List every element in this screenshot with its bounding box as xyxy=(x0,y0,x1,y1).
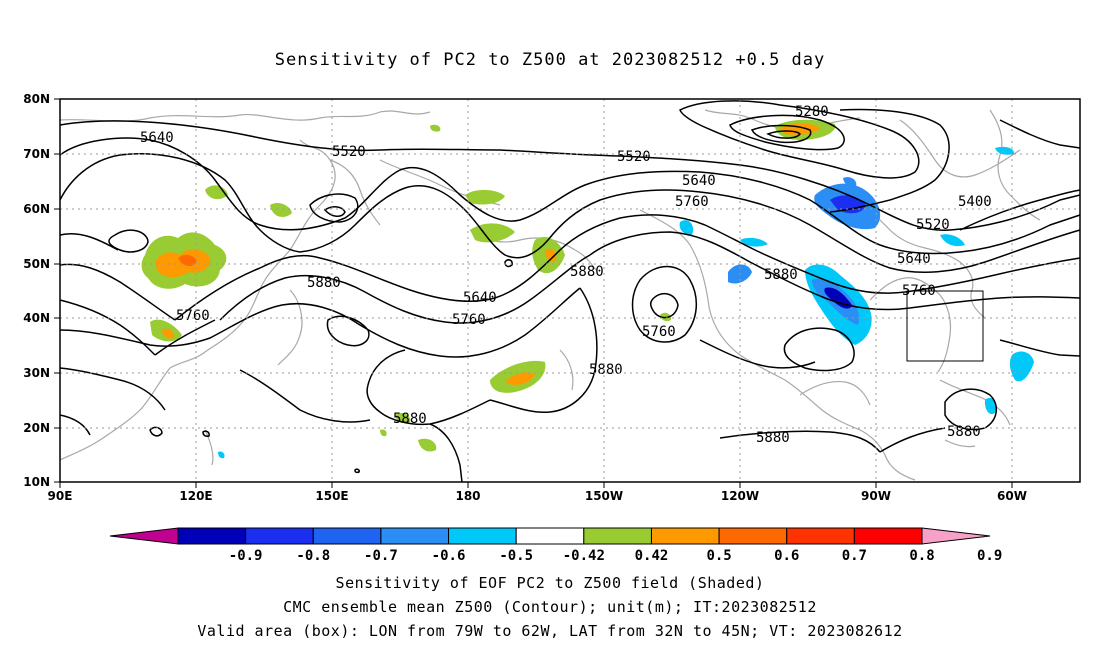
contour-label: 5640 xyxy=(463,290,497,306)
colorbar-label: 0.42 xyxy=(635,548,669,564)
contour-label: 5520 xyxy=(332,144,366,160)
contour-label: 5520 xyxy=(916,217,950,233)
colorbar-extend-high xyxy=(921,527,991,545)
colorbar-segment xyxy=(583,527,652,545)
lat-tick-label: 10N xyxy=(23,475,50,489)
colorbar-segment xyxy=(718,527,788,545)
colorbar-extend-low xyxy=(109,527,179,545)
contour-label: 5880 xyxy=(947,424,981,440)
positive-core-asia-2 xyxy=(178,254,197,267)
colorbar-segment xyxy=(853,527,923,545)
positive-core-china xyxy=(162,328,175,339)
caption-line-3: Valid area (box): LON from 79W to 62W, L… xyxy=(197,622,903,640)
lat-tick-label: 80N xyxy=(23,92,50,106)
negative-patch-bc xyxy=(679,220,694,235)
contour-label: 5640 xyxy=(140,130,174,146)
colorbar-label: 0.9 xyxy=(977,548,1002,564)
positive-core-alaska xyxy=(545,248,557,262)
lon-axis: 90E 120E 150E 180 150W 120W 90W 60W xyxy=(48,489,1027,503)
caption-line-1: Sensitivity of EOF PC2 to Z500 field (Sh… xyxy=(335,574,765,592)
lon-tick-label: 120E xyxy=(179,489,212,503)
valid-area-box xyxy=(906,290,984,362)
colorbar-segment xyxy=(312,527,382,545)
colorbar-segment xyxy=(177,527,247,545)
lat-tick-label: 30N xyxy=(23,366,50,380)
contour-label: 5880 xyxy=(570,264,604,280)
contour-label: 5880 xyxy=(393,411,427,427)
lon-tick-label: 150W xyxy=(585,489,623,503)
negative-core-canada xyxy=(830,195,866,214)
lon-tick-label: 150E xyxy=(315,489,348,503)
negative-core-us xyxy=(824,287,852,309)
positive-patch-pacific-s3 xyxy=(380,429,387,437)
negative-patch-atlantic-2 xyxy=(984,397,997,415)
tick-marks xyxy=(54,98,1013,488)
colorbar-label: 0.6 xyxy=(774,548,799,564)
lat-tick-label: 20N xyxy=(23,421,50,435)
lon-tick-label: 60W xyxy=(997,489,1027,503)
colorbar-label: -0.7 xyxy=(364,548,398,564)
contour-label: 5760 xyxy=(452,312,486,328)
negative-patch-westus-2 xyxy=(740,237,768,247)
colorbar-label: -0.9 xyxy=(229,548,263,564)
lat-axis: 80N 70N 60N 50N 40N 30N 20N 10N xyxy=(23,92,50,489)
positive-patch-pacific-s2 xyxy=(418,438,437,452)
lon-tick-label: 120W xyxy=(721,489,759,503)
colorbar-label: -0.8 xyxy=(296,548,330,564)
contour-label: 5640 xyxy=(682,173,716,189)
negative-patch-greenland xyxy=(995,146,1015,155)
colorbar-label: 0.5 xyxy=(706,548,731,564)
plot-title: Sensitivity of PC2 to Z500 at 2023082512… xyxy=(274,50,826,70)
contour-label: 5880 xyxy=(756,430,790,446)
positive-patch-pacific-n2 xyxy=(470,223,515,243)
contour-label: 5760 xyxy=(675,194,709,210)
grid-lines xyxy=(60,99,1080,482)
contour-label: 5880 xyxy=(307,275,341,291)
negative-patch-labrador xyxy=(940,234,965,247)
positive-patch-arctic-w xyxy=(430,124,441,132)
contour-label: 5880 xyxy=(589,362,623,378)
negative-patch-atlantic xyxy=(1009,351,1034,382)
positive-patch-pacific-n xyxy=(465,189,505,205)
caption-line-2: CMC ensemble mean Z500 (Contour); unit(m… xyxy=(283,598,817,616)
contour-label: 5520 xyxy=(617,149,651,165)
colorbar-segment xyxy=(786,527,855,545)
positive-core-subtrop xyxy=(505,372,535,385)
negative-patch-midwest xyxy=(843,177,857,187)
colorbar-label: -0.6 xyxy=(432,548,466,564)
colorbar-segment xyxy=(515,527,585,545)
colorbar: -0.9 -0.8 -0.7 -0.6 -0.5 -0.42 0.42 0.5 0.6 0.7 0.… xyxy=(109,527,1002,564)
lat-tick-label: 70N xyxy=(23,147,50,161)
positive-patch-siberia xyxy=(270,202,292,217)
contour-label: 5880 xyxy=(764,267,798,283)
negative-patch-tropics xyxy=(218,451,225,459)
lon-tick-label: 180 xyxy=(455,489,480,503)
map-frame xyxy=(59,98,1081,483)
colorbar-segment xyxy=(650,527,720,545)
lat-tick-label: 40N xyxy=(23,311,50,325)
lat-tick-label: 60N xyxy=(23,202,50,216)
lon-tick-label: 90E xyxy=(48,489,73,503)
sensitivity-shading xyxy=(141,119,1034,459)
colorbar-label: 0.8 xyxy=(909,548,934,564)
lon-tick-label: 90W xyxy=(861,489,891,503)
contour-label: 5760 xyxy=(176,308,210,324)
lat-tick-label: 50N xyxy=(23,257,50,271)
colorbar-segment xyxy=(245,527,314,545)
contour-label: 5640 xyxy=(897,251,931,267)
colorbar-label: 0.7 xyxy=(842,548,867,564)
colorbar-segment xyxy=(380,527,450,545)
colorbar-segment xyxy=(448,527,517,545)
colorbar-label: -0.42 xyxy=(563,548,605,564)
contour-label: 5280 xyxy=(795,104,829,120)
contour-label: 5760 xyxy=(642,324,676,340)
colorbar-label: -0.5 xyxy=(499,548,533,564)
contour-label: 5400 xyxy=(958,194,992,210)
